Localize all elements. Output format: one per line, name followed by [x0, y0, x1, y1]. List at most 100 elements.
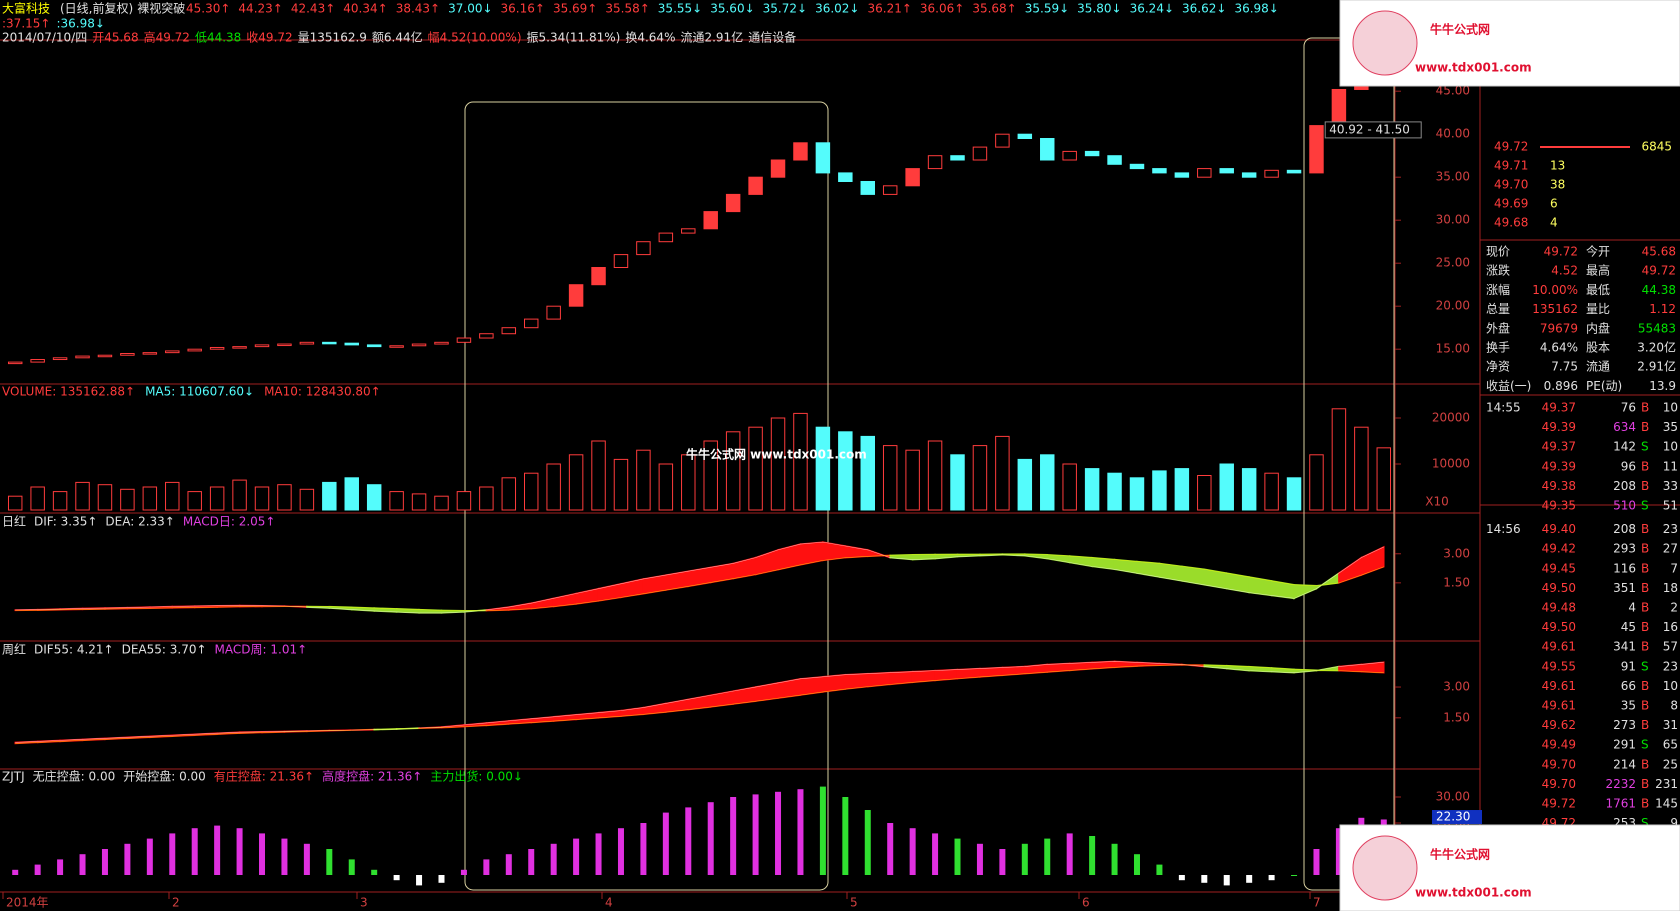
tick-vol: 634 — [1613, 420, 1636, 434]
volume-bar — [299, 488, 315, 511]
label: (日线,前复权) — [60, 1, 133, 16]
label: VOLUME: 135162.88↑ — [2, 385, 135, 399]
zjtj-bar — [819, 786, 826, 875]
label: ZJTJ — [2, 770, 25, 784]
volume-bar — [882, 445, 898, 511]
candle — [479, 333, 494, 339]
tick-price: 49.70 — [1542, 757, 1576, 771]
tick-price: 49.70 — [1542, 777, 1576, 791]
volume-bar — [254, 486, 270, 511]
macd-band — [1360, 661, 1385, 674]
candle — [658, 232, 674, 243]
tick-count: 2 — [1670, 601, 1678, 615]
candle — [322, 341, 337, 345]
volume-bar — [1376, 447, 1392, 511]
tick-price: 49.62 — [1542, 718, 1576, 732]
zjtj-bar — [595, 833, 602, 875]
volume-bar — [591, 440, 606, 511]
volume-bar — [1107, 472, 1122, 511]
tick-vol: 341 — [1613, 640, 1636, 654]
stat: 44.38 — [1642, 283, 1676, 297]
tick-side: S — [1641, 440, 1649, 454]
y-tick-label: 25.00 — [1436, 256, 1470, 270]
zjtj-bar — [887, 823, 894, 875]
tick-price: 49.50 — [1542, 581, 1576, 595]
label: 35.58↑ — [605, 2, 649, 16]
candle — [434, 341, 449, 345]
volume-bar — [860, 435, 875, 511]
candle — [568, 284, 584, 307]
zjtj-bar — [124, 843, 131, 875]
tick-vol: 351 — [1613, 581, 1636, 595]
tick-price: 49.39 — [1542, 459, 1576, 473]
stat: 今开 — [1586, 244, 1610, 259]
y-tick-label: 30.00 — [1436, 790, 1470, 804]
label: 42.43↑ — [291, 2, 335, 16]
zjtj-bar — [505, 854, 512, 875]
stat: 流通 — [1586, 360, 1610, 374]
tick-count: 231 — [1655, 777, 1678, 791]
bid-price: 49.69 — [1494, 197, 1528, 211]
tick-side: B — [1641, 542, 1649, 556]
tick-side: B — [1641, 757, 1649, 771]
zjtj-bar — [326, 849, 333, 875]
macd-band — [1225, 572, 1250, 594]
tick-price: 49.61 — [1542, 679, 1576, 693]
tick-count: 33 — [1663, 479, 1678, 493]
tick-time: 14:56 — [1486, 522, 1521, 536]
zjtj-bar — [775, 791, 782, 875]
volume-bar — [366, 484, 382, 511]
macd-band — [642, 574, 667, 595]
tick-side: S — [1641, 816, 1649, 830]
zjtj-bar — [707, 802, 714, 875]
stat: 55483 — [1638, 321, 1676, 335]
stat: 79679 — [1540, 321, 1578, 335]
candle — [366, 344, 382, 348]
candle — [1174, 172, 1190, 178]
volume-bar — [52, 491, 68, 511]
bid-price: 49.68 — [1494, 216, 1528, 230]
y-tick-label: 15.00 — [1436, 342, 1470, 356]
label: 35.68↑ — [972, 2, 1016, 16]
tick-price: 49.49 — [1542, 738, 1576, 752]
stat: 最低 — [1586, 283, 1610, 297]
label: 35.69↑ — [553, 2, 597, 16]
volume-bar — [972, 445, 988, 511]
label: 36.62↓ — [1182, 2, 1226, 16]
candle — [1197, 168, 1212, 178]
label: DIF: 3.35↑ — [34, 515, 97, 529]
zjtj-bar — [1201, 875, 1208, 883]
tick-vol: 35 — [1621, 699, 1636, 713]
bid-price: 49.70 — [1494, 178, 1528, 192]
volume-bar — [1084, 468, 1100, 511]
label: 周红 — [2, 642, 26, 657]
label: 36.02↓ — [815, 2, 859, 16]
date-label: 4 — [605, 896, 613, 910]
tick-price: 49.40 — [1542, 522, 1576, 536]
tick-vol: 291 — [1613, 738, 1636, 752]
zjtj-bar — [303, 843, 310, 875]
watermark-name: 牛牛公式网 — [1430, 847, 1490, 862]
volume-bar — [815, 426, 831, 511]
tick-vol: 273 — [1613, 718, 1636, 732]
zjtj-bar — [236, 828, 243, 875]
tick-vol: 116 — [1613, 561, 1636, 575]
stat: 净资 — [1486, 360, 1510, 374]
volume-bar — [1129, 477, 1145, 511]
zjtj-bar — [1291, 875, 1298, 876]
stat: 3.20亿 — [1637, 340, 1676, 355]
candle — [1286, 169, 1302, 174]
zjtj-bar — [393, 875, 400, 881]
label: DEA: 2.33↑ — [105, 515, 174, 529]
volume-bar — [748, 426, 763, 511]
current-box — [1432, 810, 1482, 825]
candle — [882, 185, 898, 195]
volume-bar — [97, 484, 113, 511]
volume-bar — [389, 491, 404, 511]
candle — [52, 357, 68, 361]
zjtj-bar — [146, 838, 153, 875]
y-tick-label: 10000 — [1432, 457, 1470, 471]
zjtj-bar — [460, 869, 467, 875]
label: 36.16↑ — [501, 2, 545, 16]
